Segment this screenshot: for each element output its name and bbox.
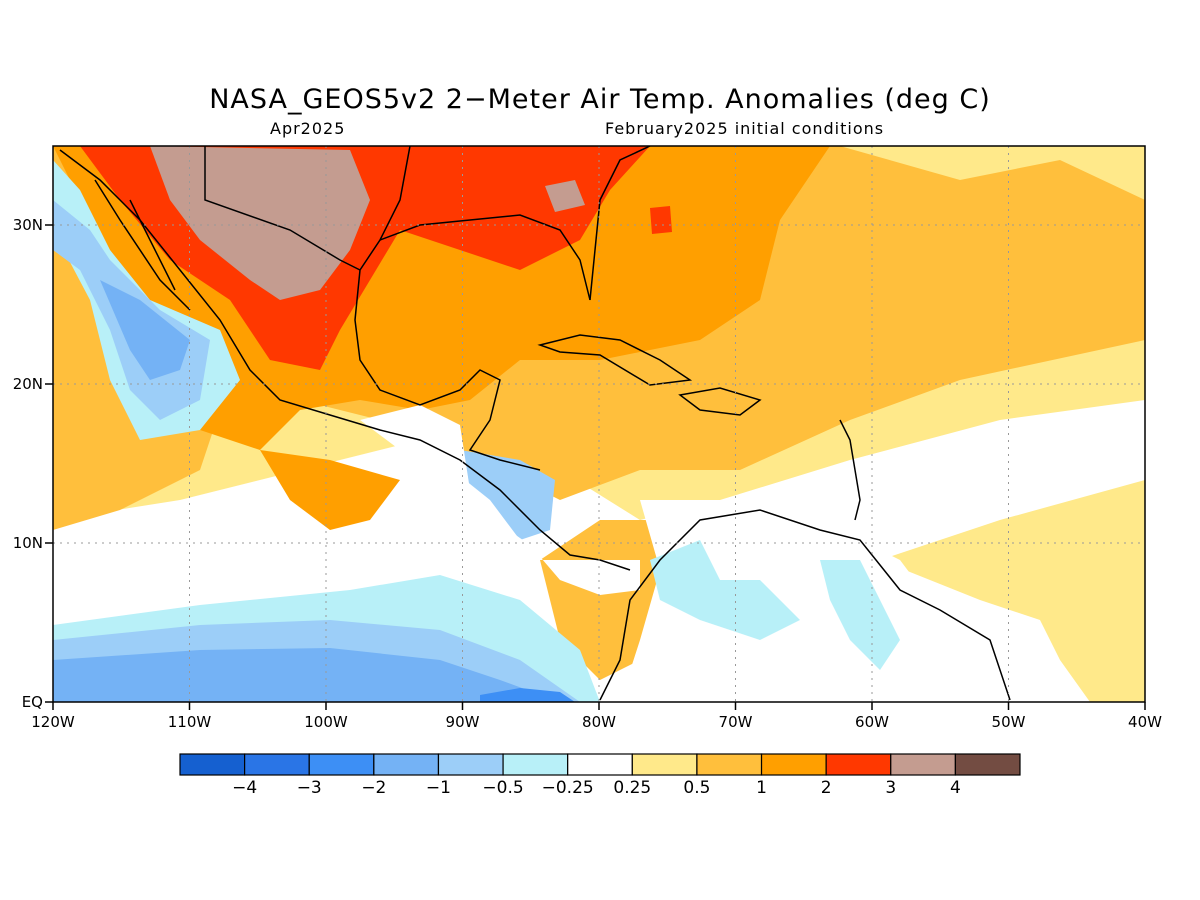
contour-neg-south-america xyxy=(650,540,800,640)
colorbar-swatch xyxy=(696,753,763,776)
colorbar-swatch xyxy=(760,753,827,776)
colorbar-swatch xyxy=(373,753,440,776)
lon-tick-label: 50W xyxy=(992,713,1026,731)
colorbar-label: −0.5 xyxy=(482,778,523,798)
colorbar-label: −0.25 xyxy=(542,778,594,798)
lon-tick-label: 60W xyxy=(855,713,889,731)
colorbar-swatch xyxy=(631,753,698,776)
lon-tick-label: 120W xyxy=(31,713,75,731)
coast-hispaniola xyxy=(678,387,762,416)
coast-gulf xyxy=(354,146,541,471)
coast-south-america xyxy=(599,509,1011,701)
colorbar-swatch xyxy=(825,753,892,776)
contour-neg-1 xyxy=(100,280,190,380)
lat-labels: EQ 10N 20N 30N xyxy=(13,216,43,711)
contour-0.25-0.5-east xyxy=(880,480,1145,702)
forecast-month-label: Apr2025 xyxy=(270,119,346,138)
lon-labels: 120W 110W 100W 90W 80W 70W 60W 50W 40W xyxy=(31,713,1162,731)
contour-neg-guiana xyxy=(820,560,900,670)
contour-neg-central-america xyxy=(460,450,555,540)
colorbar-label: −3 xyxy=(297,778,322,798)
colorbar-swatch xyxy=(437,753,504,776)
initial-conditions-label: February2025 initial conditions xyxy=(605,119,885,138)
colorbar-label: 0.25 xyxy=(613,778,651,798)
coast-us-gulf xyxy=(379,214,591,301)
colorbar-label: 3 xyxy=(885,778,896,798)
colorbar-swatch xyxy=(890,753,956,776)
colorbar-label: 0.5 xyxy=(683,778,710,798)
lat-tick-label: EQ xyxy=(22,693,43,711)
border-us-mexico xyxy=(204,146,361,271)
colorbar-label: 1 xyxy=(756,778,767,798)
contour-neg-1-tropics xyxy=(53,648,560,702)
lon-tick-label: 90W xyxy=(446,713,480,731)
lon-tick-label: 80W xyxy=(582,713,616,731)
contour-neg-2-tropics xyxy=(480,688,575,702)
colorbar-swatch xyxy=(567,753,633,776)
contour-3-4-small xyxy=(545,180,585,212)
lon-axis xyxy=(52,702,1146,710)
lat-tick-label: 30N xyxy=(13,216,43,234)
contour-2-3-gulf-spot xyxy=(650,206,672,234)
gridlines xyxy=(53,146,1145,702)
lon-tick-label: 110W xyxy=(168,713,212,731)
lat-tick-label: 10N xyxy=(13,534,43,552)
colorbar-label: 2 xyxy=(821,778,832,798)
coast-lesser-antilles xyxy=(839,419,861,521)
lon-tick-label: 40W xyxy=(1128,713,1162,731)
contour-white-south-america xyxy=(620,500,1010,702)
lat-tick-label: 20N xyxy=(13,375,43,393)
colorbar-swatch xyxy=(954,753,1021,776)
lon-tick-label: 100W xyxy=(304,713,348,731)
colorbar-label: −4 xyxy=(232,778,257,798)
coast-florida-atlantic xyxy=(589,146,651,301)
coast-mexico-pacific xyxy=(59,149,631,571)
contour-1-2-pacific xyxy=(260,450,400,530)
anomaly-field xyxy=(53,146,1145,702)
colorbar-swatch xyxy=(179,753,246,776)
colorbar-label: 4 xyxy=(950,778,961,798)
lon-tick-label: 70W xyxy=(719,713,753,731)
colorbar-swatch xyxy=(308,753,375,776)
colorbar: −4 −3 −2 −1 −0.5 −0.25 0.25 0.5 1 2 3 4 xyxy=(179,753,1021,798)
map-title: NASA_GEOS5v2 2−Meter Air Temp. Anomalies… xyxy=(209,84,991,115)
colorbar-label: −1 xyxy=(426,778,451,798)
colorbar-swatch xyxy=(502,753,569,776)
colorbar-swatch xyxy=(244,753,310,776)
lat-axis xyxy=(45,224,53,703)
contour-white-central xyxy=(360,405,640,595)
coast-baja xyxy=(94,179,191,311)
coastlines xyxy=(59,146,1011,701)
colorbar-label: −2 xyxy=(361,778,386,798)
coast-cuba xyxy=(537,334,693,386)
